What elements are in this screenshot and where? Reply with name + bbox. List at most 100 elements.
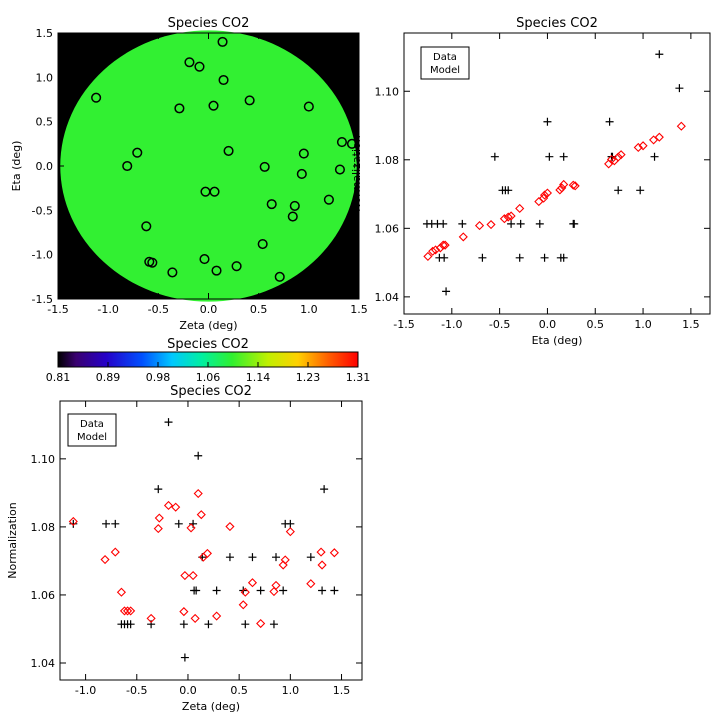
data-point-circle [141,221,152,232]
model-point-diamond [440,240,450,250]
model-point-diamond [474,221,485,231]
y-tick-label: 1.5 [36,27,54,40]
x-axis-label: Eta (deg) [532,334,583,347]
model-point-diamond [559,179,569,190]
colorbar-title: Species CO2 [167,337,249,352]
model-point-diamond [126,606,136,616]
model-point-diamond [171,502,181,512]
model-point-diamond [555,185,565,195]
data-point-circle [334,164,345,175]
data-point-circle [244,95,255,106]
model-point-diamond [616,150,626,160]
colorbar-tick-label: 1.14 [246,371,271,384]
model-point-diamond [539,190,550,200]
data-point-plus [559,253,568,262]
model-point-diamond [506,211,516,221]
data-point-circle [167,267,178,278]
data-point-plus [507,219,516,228]
legend-model: Model [430,65,460,76]
colorbar-tick-label: 0.81 [46,371,71,384]
model-point-diamond [676,121,686,131]
x-tick-label: -1.5 [393,318,414,331]
data-point-plus [69,519,78,528]
data-point-plus [241,620,250,629]
model-point-diamond [116,587,127,597]
x-tick-label: 1.0 [634,318,652,331]
data-point-plus [179,620,188,629]
data-point-plus [279,586,288,595]
model-point-diamond [110,547,120,557]
data-point-plus [192,586,201,595]
data-point-circle [323,194,334,205]
data-point-circle [289,200,300,211]
model-point-diamond [649,135,659,145]
colorbar-tick-label: 0.98 [146,371,171,384]
data-point-plus [559,152,568,161]
data-point-circle [122,160,133,172]
x-tick-label: 1.5 [682,318,700,331]
field-map-panel: -1.5 -1.0 -0.5 0.0 0.5 1.0 1.5 -1.5 -1.0 -0.5 0.0 0… [10,16,368,332]
x-tick-label: 1.5 [350,303,368,316]
y-axis-label: Normalization [350,135,363,211]
data-point-plus [318,586,327,595]
data-point-plus [320,485,329,494]
model-point-diamond [280,555,290,565]
data-point-circle [132,147,143,158]
model-point-diamond [542,188,553,198]
data-point-plus [458,219,467,228]
data-point-plus [225,553,234,562]
x-tick-label: 1.0 [300,303,318,316]
colorbar-tick-label: 0.89 [96,371,121,384]
model-point-diamond [458,232,468,242]
y-tick-label: 1.10 [31,453,56,466]
legend-box [420,46,470,80]
plot-frame [403,32,711,315]
y-tick-label: 0.5 [36,116,54,129]
y-tick-label: 0.0 [36,160,54,173]
data-point-plus [204,620,213,629]
data-point-plus [330,586,339,595]
data-point-plus [147,620,156,629]
data-point-plus [478,253,487,262]
y-tick-label: 1.06 [375,222,400,235]
data-point-plus [614,186,623,195]
data-point-plus [102,519,111,528]
data-point-circle [303,101,314,112]
data-point-circle [147,257,158,268]
data-point-plus [174,519,183,528]
data-point-plus [286,519,295,528]
data-point-circle [336,137,347,148]
model-point-diamond [119,606,130,616]
colorbar-tick-label: 1.06 [196,371,221,384]
model-point-diamond [256,618,266,629]
data-point-circle [274,271,285,282]
y-tick-label: 1.06 [31,589,56,602]
y-tick-label: 1.08 [375,154,400,167]
model-point-diamond [285,527,295,537]
model-point-diamond [188,570,198,581]
model-point-diamond [503,212,513,222]
legend-data: Data [433,52,457,63]
data-point-plus [440,253,449,262]
data-point-circle [298,148,309,159]
x-tick-label: 0.5 [250,303,268,316]
normalization-vs-eta-panel: -1.5 -1.0 -0.5 0.0 0.5 1.0 1.5 1.04 1.06 1.08 1.10… [350,16,711,347]
data-point-plus [111,519,120,528]
x-tick-label: -1.0 [441,318,462,331]
model-point-diamond [613,152,623,162]
x-tick-label: -1.5 [47,303,68,316]
model-point-diamond [154,513,164,523]
field-circle [60,30,357,302]
legend-model: Model [77,432,107,443]
x-tick-label: 0.5 [587,318,605,331]
data-point-circle [91,92,102,103]
legend-box [67,413,117,447]
model-point-diamond [269,586,279,597]
x-axis-label: Zeta (deg) [179,319,237,332]
x-tick-label: -0.5 [126,684,147,697]
model-point-diamond [486,219,496,230]
data-point-plus [675,84,684,93]
data-point-circle [217,36,228,47]
data-point-circle [287,211,298,222]
